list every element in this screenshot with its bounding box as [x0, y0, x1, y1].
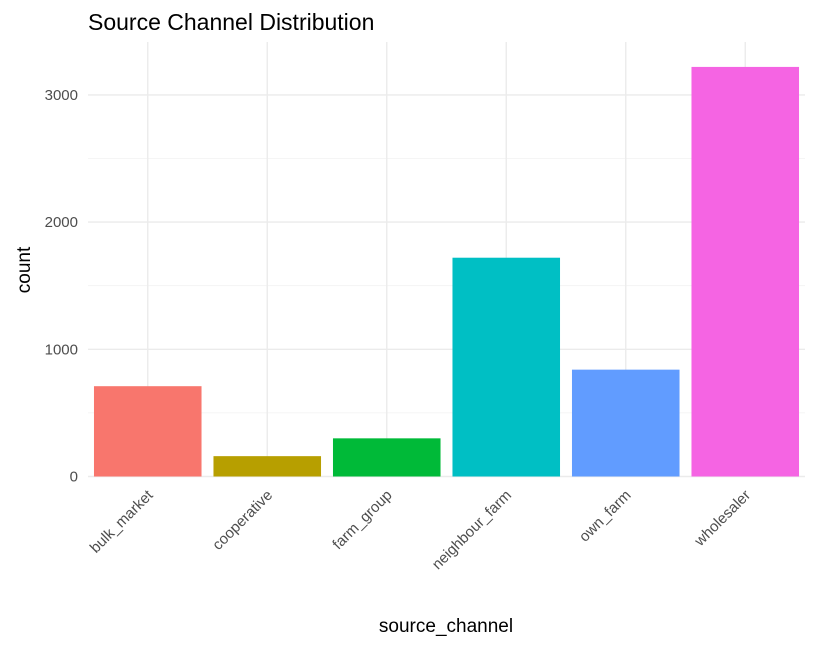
bar-wholesaler [691, 66, 800, 477]
bars [93, 66, 800, 477]
y-tick-label: 1000 [45, 341, 78, 358]
x-axis-title: source_channel [379, 616, 513, 637]
y-tick-label: 2000 [45, 214, 78, 231]
x-tick-label: own_farm [576, 487, 635, 546]
x-tick-label: neighbour_farm [429, 487, 515, 573]
y-axis-ticks: 0 1000 2000 3000 [45, 87, 78, 486]
x-tick-label: farm_group [329, 487, 395, 553]
bar-farm-group [332, 438, 441, 477]
x-tick-label: cooperative [209, 487, 276, 554]
bar-own-farm [571, 369, 680, 477]
bar-neighbour-farm [452, 257, 561, 477]
bar-bulk-market [93, 386, 202, 477]
y-tick-label: 3000 [45, 87, 78, 104]
x-tick-label: bulk_market [87, 486, 157, 556]
y-axis-title: count [14, 246, 35, 293]
chart-title: Source Channel Distribution [88, 9, 374, 35]
x-axis-ticks: bulk_market cooperative farm_group neighbou… [87, 486, 754, 573]
x-tick-label: wholesaler [691, 487, 754, 550]
y-tick-label: 0 [70, 469, 78, 486]
bar-cooperative [213, 456, 322, 477]
